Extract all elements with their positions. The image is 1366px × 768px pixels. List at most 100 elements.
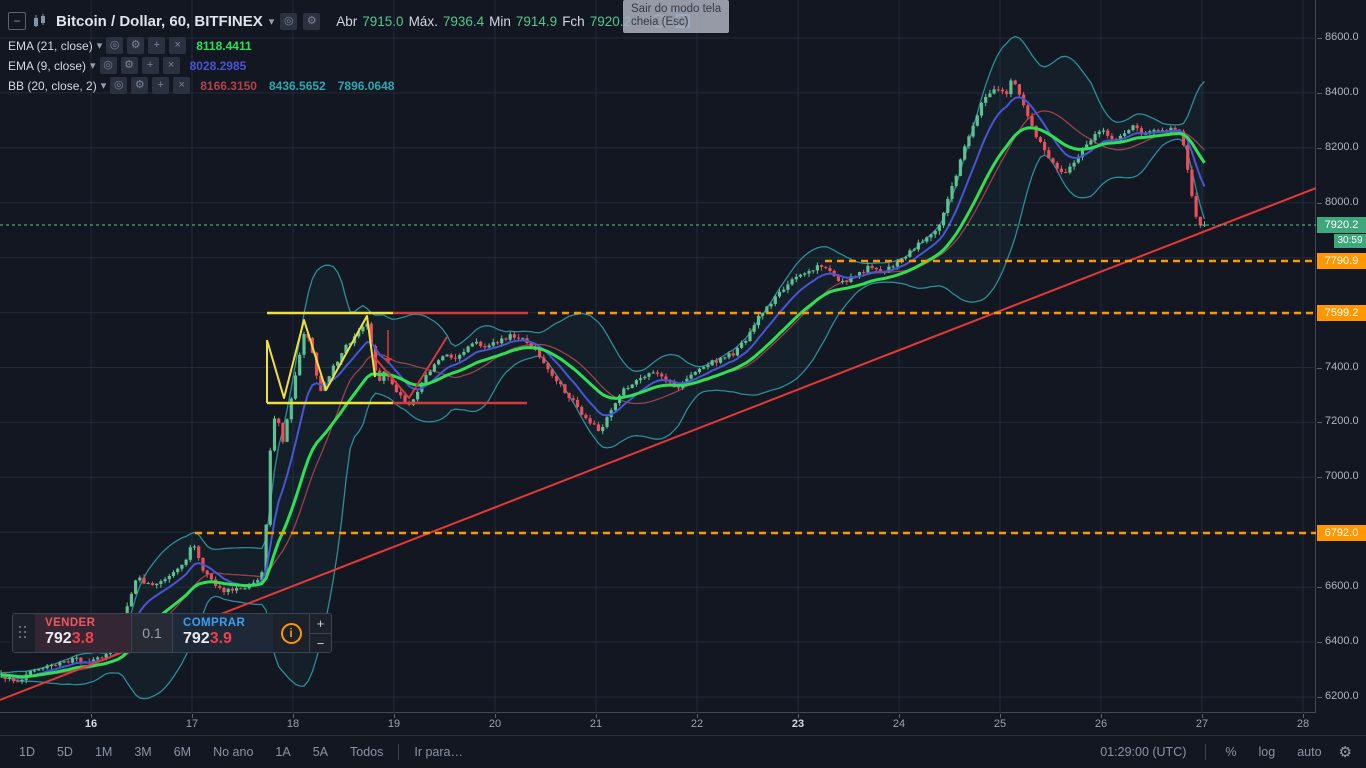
indicator-label[interactable]: BB (20, close, 2) — [8, 78, 97, 93]
sell-button[interactable]: VENDER 7923.8 — [35, 614, 131, 652]
price-axis-label: 8000.0 — [1325, 196, 1359, 208]
info-button[interactable]: i — [273, 614, 309, 652]
collapse-panel-icon[interactable]: − — [8, 12, 26, 30]
price-axis-label: 6600.0 — [1325, 580, 1359, 592]
legend-row-bb: BB (20, close, 2) ▾ ◎ ⚙ + × 8166.3150 84… — [8, 77, 394, 94]
gear-icon[interactable]: ⚙ — [303, 12, 321, 30]
time-axis-label: 22 — [690, 718, 704, 730]
indicator-label[interactable]: EMA (21, close) — [8, 38, 93, 53]
range-button-3m[interactable]: 3M — [134, 745, 152, 759]
candlestick-style-icon[interactable] — [32, 13, 48, 29]
add-icon[interactable]: + — [152, 77, 170, 94]
price-tick — [1317, 38, 1322, 39]
chart-canvas[interactable] — [0, 0, 1316, 713]
time-tick — [697, 714, 698, 718]
trade-panel: VENDER 7923.8 0.1 COMPRAR 7923.9 i + − — [12, 613, 332, 653]
symbol-title[interactable]: Bitcoin / Dollar, 60, BITFINEX — [56, 12, 263, 30]
close-icon[interactable]: × — [173, 77, 191, 94]
gear-icon[interactable]: ⚙ — [127, 37, 145, 54]
open-value: 7915.0 — [362, 13, 404, 29]
price-badge-current: 7920.2 — [1317, 217, 1366, 233]
close-label: Fch — [562, 13, 585, 29]
range-button-1m[interactable]: 1M — [94, 745, 113, 759]
low-value: 7914.9 — [515, 13, 558, 29]
eye-icon[interactable]: ◎ — [99, 57, 117, 74]
eye-icon[interactable]: ◎ — [106, 37, 124, 54]
percent-scale-button[interactable]: % — [1225, 745, 1237, 759]
buy-button[interactable]: COMPRAR 7923.9 — [173, 614, 273, 652]
close-icon[interactable]: × — [169, 37, 187, 54]
price-badge-level: 6792.0 — [1317, 525, 1366, 541]
price-axis-label: 7000.0 — [1325, 470, 1359, 482]
quantity-field[interactable]: 0.1 — [131, 614, 173, 652]
time-tick — [192, 714, 193, 718]
add-icon[interactable]: + — [148, 37, 166, 54]
time-axis-label: 26 — [1094, 718, 1108, 730]
gear-icon[interactable]: ⚙ — [1338, 744, 1352, 761]
buy-label: COMPRAR — [183, 617, 246, 629]
range-button-6m[interactable]: 6M — [173, 745, 192, 759]
drag-handle[interactable] — [13, 614, 35, 652]
indicator-label[interactable]: EMA (9, close) — [8, 58, 87, 73]
high-label: Máx. — [408, 13, 438, 29]
price-tick — [1317, 368, 1322, 369]
chevron-down-icon[interactable]: ▾ — [90, 60, 96, 72]
time-tick — [91, 714, 92, 718]
clock-utc[interactable]: 01:29:00 (UTC) — [1100, 745, 1187, 759]
close-icon[interactable]: × — [162, 57, 180, 74]
time-tick — [798, 714, 799, 718]
price-axis[interactable]: 8600.0 8400.0 8200.0 8000.0 7400.0 7200.0 7000… — [1317, 0, 1366, 714]
range-button-1a[interactable]: 1A — [275, 745, 291, 759]
chevron-down-icon[interactable]: ▾ — [100, 80, 107, 92]
time-axis-label: 20 — [488, 718, 502, 730]
quantity-stepper: + − — [309, 614, 331, 652]
auto-scale-button[interactable]: auto — [1297, 745, 1322, 759]
range-buttons: 1D 5D 1M 3M 6M No ano 1A 5A Todos — [0, 741, 392, 763]
increment-button[interactable]: + — [310, 614, 331, 634]
indicator-value: 7896.0648 — [337, 78, 395, 93]
range-button-no-ano[interactable]: No ano — [213, 745, 254, 759]
open-label: Abr — [336, 13, 358, 29]
eye-icon[interactable]: ◎ — [110, 77, 128, 94]
price-axis-label: 8400.0 — [1325, 86, 1359, 98]
price-badge-level: 7599.2 — [1317, 305, 1366, 321]
legend-row-ema9: EMA (9, close) ▾ ◎ ⚙ + × 8028.2985 — [8, 57, 246, 74]
close-value: 7920.2 — [589, 13, 631, 29]
chevron-down-icon[interactable]: ▾ — [96, 40, 103, 52]
time-tick — [394, 714, 395, 718]
time-axis-label: 25 — [993, 718, 1007, 730]
time-tick — [293, 714, 294, 718]
chart-plot[interactable] — [0, 0, 1316, 713]
range-button-1d[interactable]: 1D — [19, 745, 35, 759]
time-axis-label: 19 — [387, 718, 401, 730]
chevron-down-icon[interactable]: ▾ — [268, 15, 275, 28]
time-axis-label: 24 — [892, 718, 906, 730]
price-axis-label: 8200.0 — [1325, 141, 1359, 153]
goto-button[interactable]: Ir para… — [414, 745, 463, 759]
legend-row-ema21: EMA (21, close) ▾ ◎ ⚙ + × 8118.4411 — [8, 37, 252, 54]
range-button-todos[interactable]: Todos — [350, 745, 384, 759]
low-label: Min — [489, 13, 511, 29]
time-axis-label: 28 — [1296, 718, 1310, 730]
add-icon[interactable]: + — [141, 57, 159, 74]
time-tick — [495, 714, 496, 718]
price-axis-label: 7400.0 — [1325, 361, 1359, 373]
price-tick — [1317, 697, 1322, 698]
price-badge-countdown: 30:59 — [1334, 234, 1366, 248]
time-axis-label: 21 — [589, 718, 603, 730]
price-tick — [1317, 93, 1322, 94]
time-axis[interactable]: 16 17 18 19 20 21 22 23 24 25 26 27 28 — [0, 714, 1317, 735]
eye-icon[interactable]: ◎ — [280, 12, 298, 30]
fullscreen-exit-tooltip: Sair do modo tela cheia (Esc) — [623, 0, 730, 33]
time-axis-label: 16 — [84, 718, 98, 730]
log-scale-button[interactable]: log — [1258, 745, 1276, 759]
range-button-5a[interactable]: 5A — [312, 745, 328, 759]
gear-icon[interactable]: ⚙ — [131, 77, 149, 94]
gear-icon[interactable]: ⚙ — [120, 57, 138, 74]
info-icon: i — [280, 622, 302, 644]
range-button-5d[interactable]: 5D — [56, 745, 73, 759]
decrement-button[interactable]: − — [316, 636, 325, 651]
high-value: 7936.4 — [442, 13, 485, 29]
divider — [398, 744, 400, 760]
